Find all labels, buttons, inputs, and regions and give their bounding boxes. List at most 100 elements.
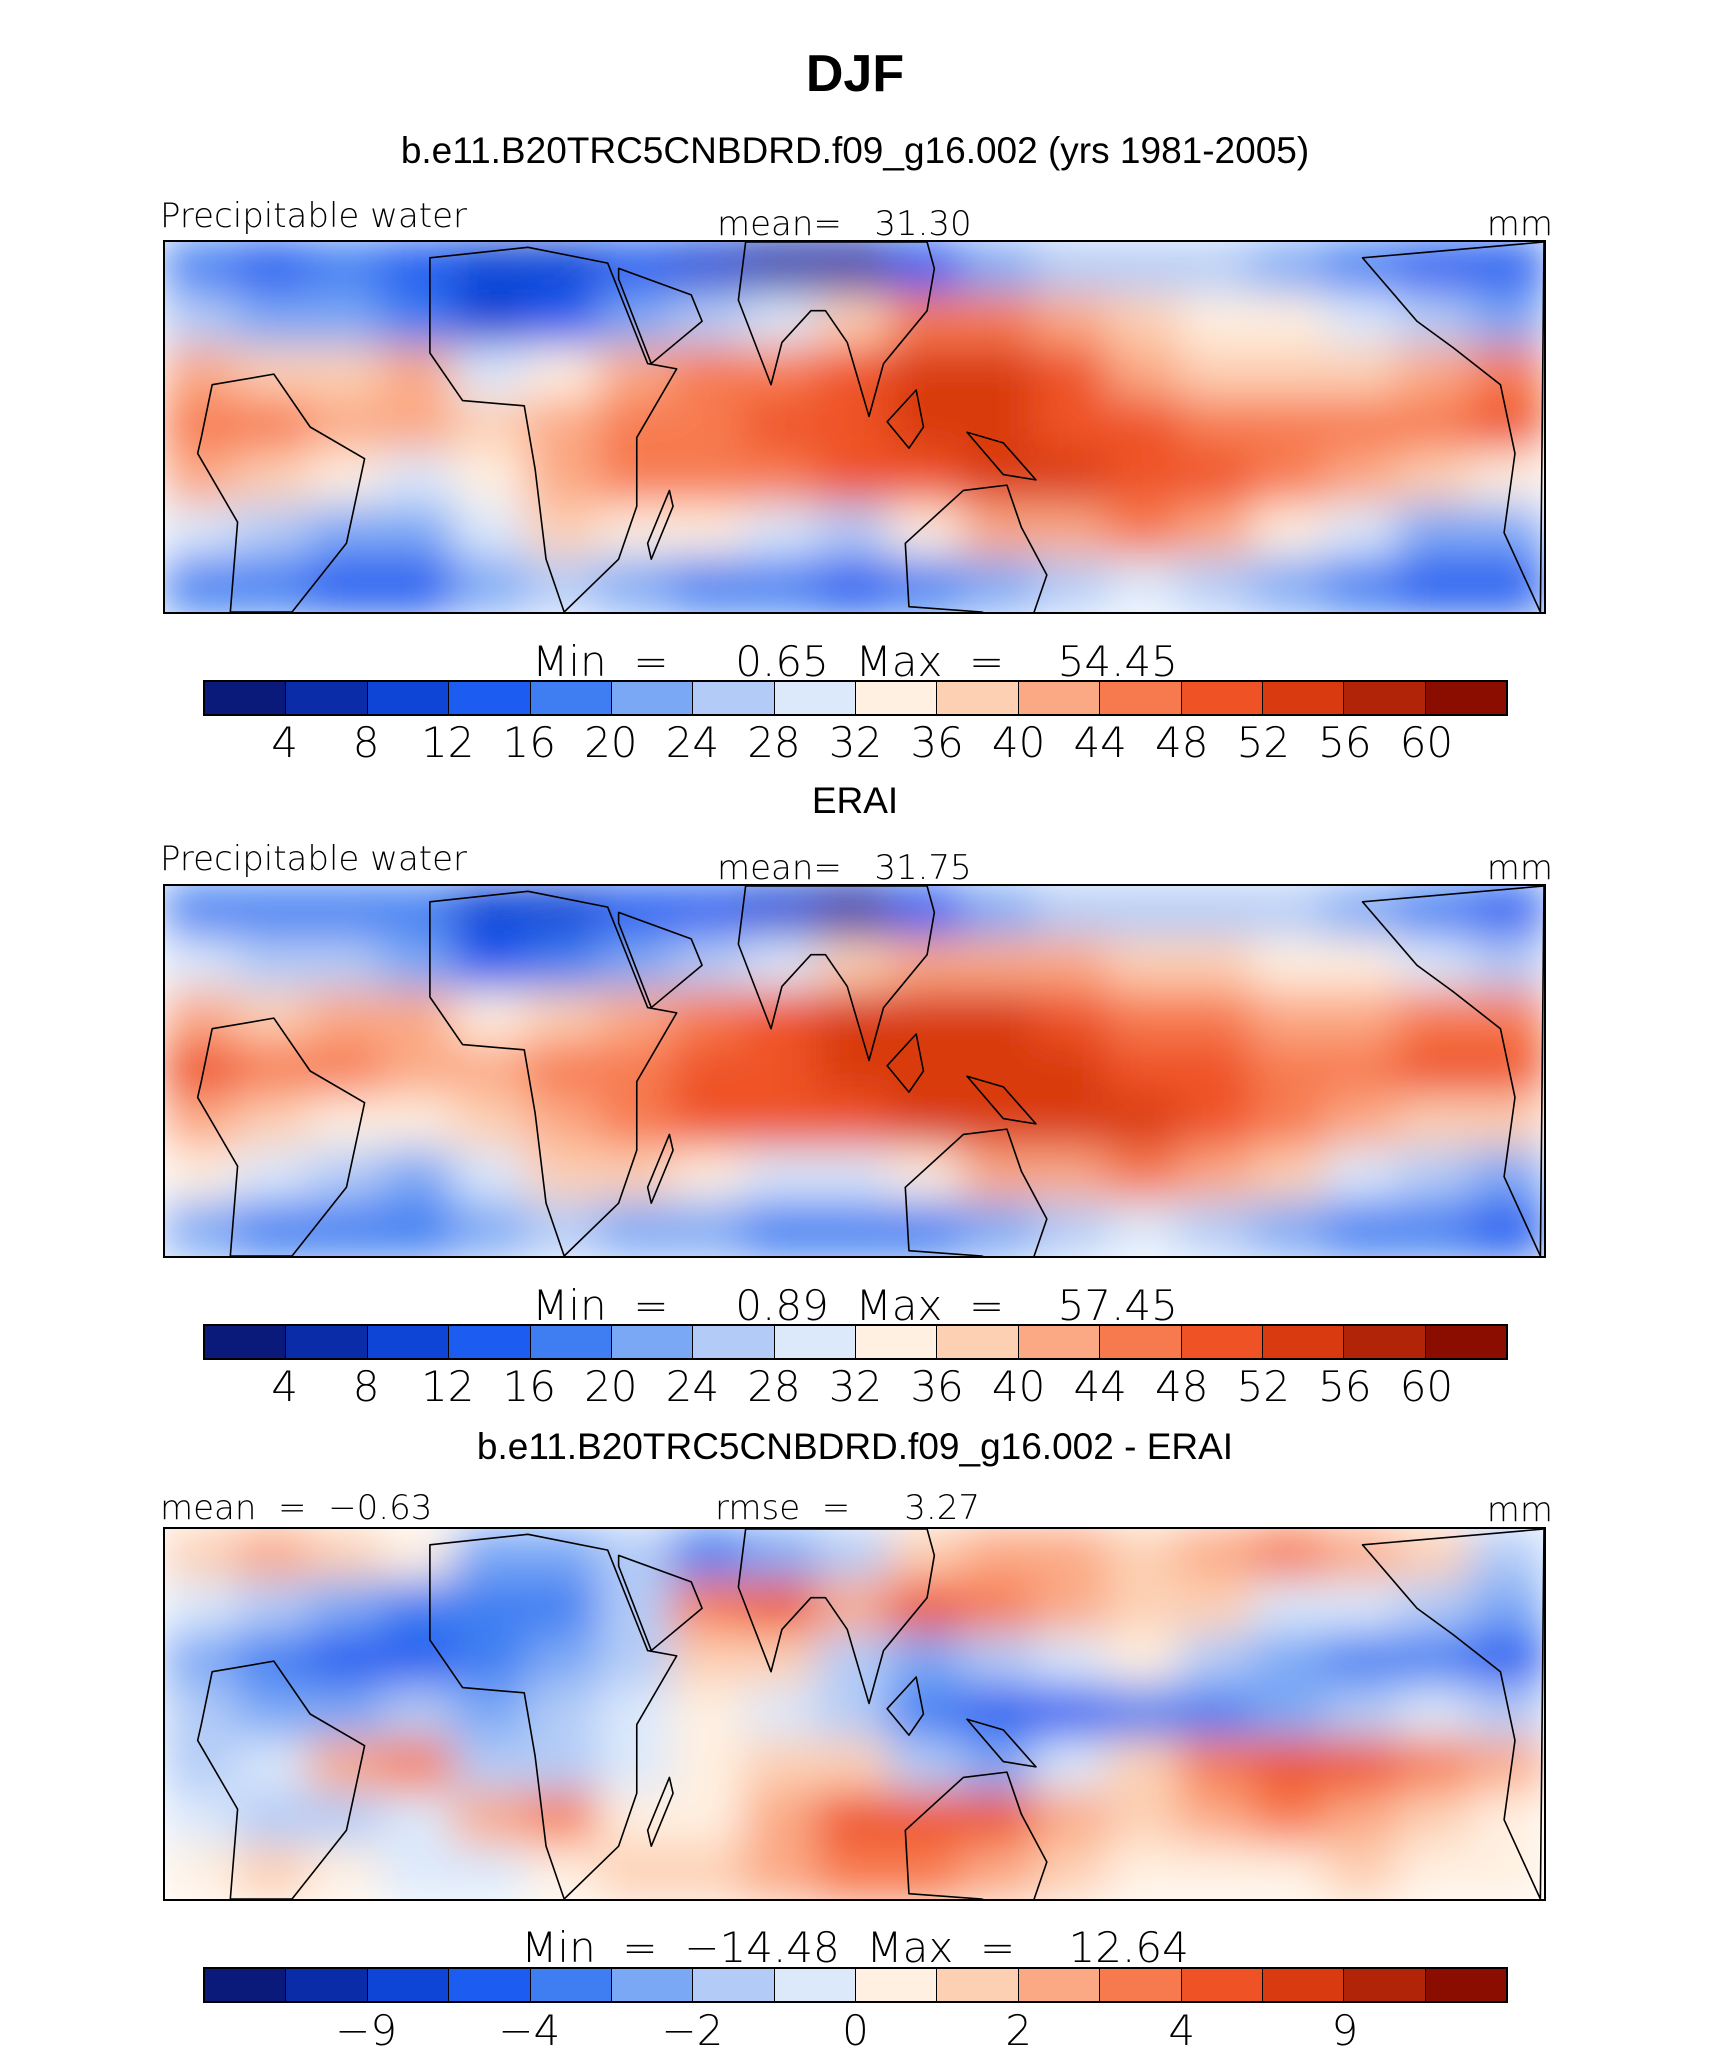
field-cell bbox=[308, 345, 385, 403]
field-cell bbox=[888, 1095, 966, 1153]
panel-3-rmse-label: rmse = 3.27 bbox=[715, 1488, 980, 1528]
colorbar-tick-label: 36 bbox=[910, 1362, 964, 1411]
field-cell bbox=[525, 1095, 603, 1153]
field-cell bbox=[1033, 451, 1111, 509]
colorbar-box-13 bbox=[1181, 682, 1263, 714]
field-cell bbox=[816, 557, 893, 612]
field-cell bbox=[1469, 1632, 1544, 1690]
field-cell bbox=[743, 292, 821, 350]
field-cell bbox=[1033, 936, 1111, 994]
field-cell bbox=[1179, 886, 1256, 941]
field-cell bbox=[525, 1201, 603, 1256]
field-cell bbox=[1106, 398, 1184, 456]
field-cell bbox=[1179, 504, 1256, 562]
field-cell bbox=[1106, 504, 1184, 562]
field-cell bbox=[961, 345, 1038, 403]
field-cell bbox=[671, 504, 748, 562]
field-cell bbox=[235, 292, 313, 350]
field-cell bbox=[1396, 1791, 1474, 1849]
colorbar-box-9 bbox=[856, 1326, 938, 1358]
field-cell bbox=[1179, 1095, 1256, 1153]
field-cell bbox=[453, 1579, 530, 1637]
field-cell bbox=[1106, 1148, 1184, 1206]
coastline bbox=[886, 389, 925, 449]
field-cell bbox=[453, 451, 530, 509]
field-cell bbox=[380, 1791, 458, 1849]
field-cell bbox=[308, 1042, 385, 1100]
field-cell bbox=[1033, 886, 1111, 941]
panel-2-colorbar bbox=[203, 1324, 1508, 1360]
colorbar-tick-label: 40 bbox=[991, 1362, 1046, 1411]
colorbar-box-3 bbox=[367, 1326, 450, 1358]
field-cell bbox=[671, 1738, 748, 1796]
field-cell bbox=[525, 292, 603, 350]
field-cell bbox=[743, 1148, 821, 1206]
field-cell bbox=[453, 1148, 530, 1206]
field-cell bbox=[380, 1042, 458, 1100]
coastline bbox=[1361, 242, 1544, 612]
field-cell bbox=[816, 1095, 893, 1153]
field-cell bbox=[1324, 1095, 1401, 1153]
colorbar-box-9 bbox=[856, 682, 938, 714]
panel-3-units-label: mm bbox=[1486, 1490, 1553, 1530]
field-cell bbox=[1106, 1844, 1184, 1899]
figure-title: DJF bbox=[805, 45, 905, 103]
field-cell bbox=[888, 886, 966, 941]
field-cell bbox=[1396, 1529, 1474, 1584]
field-cell bbox=[816, 936, 893, 994]
field-cell bbox=[671, 1201, 748, 1256]
panel-1-variable-label: Precipitable water bbox=[160, 196, 468, 236]
field-cell bbox=[453, 1201, 530, 1256]
panel-2-min-max: Min = 0.89 Max = 57.45 bbox=[532, 1281, 1178, 1330]
field-cell bbox=[1179, 1738, 1256, 1796]
field-cell bbox=[888, 557, 966, 612]
colorbar-tick-label: 52 bbox=[1236, 718, 1291, 767]
field-cell bbox=[816, 504, 893, 562]
field-cell bbox=[961, 1791, 1038, 1849]
field-cell bbox=[1179, 345, 1256, 403]
coastline bbox=[737, 242, 936, 418]
field-cell bbox=[308, 936, 385, 994]
field-cell bbox=[1033, 398, 1111, 456]
field-cell bbox=[888, 1632, 966, 1690]
field-cell bbox=[888, 451, 966, 509]
colorbar-box-13 bbox=[1181, 1969, 1263, 2001]
field-cell bbox=[235, 936, 313, 994]
field-cell bbox=[743, 1738, 821, 1796]
field-cell bbox=[671, 989, 748, 1047]
panel-2-mean-label: mean= 31.75 bbox=[717, 848, 972, 888]
field-cell bbox=[1033, 557, 1111, 612]
colorbar-box-15 bbox=[1344, 1969, 1426, 2001]
field-cell bbox=[1179, 1791, 1256, 1849]
field-cell bbox=[1324, 936, 1401, 994]
field-cell bbox=[671, 1042, 748, 1100]
colorbar-box-3 bbox=[367, 1969, 450, 2001]
field-cell bbox=[525, 242, 603, 297]
field-cell bbox=[1033, 989, 1111, 1047]
colorbar-box-10 bbox=[937, 682, 1019, 714]
field-cell bbox=[1033, 242, 1111, 297]
field-cell bbox=[1324, 292, 1401, 350]
field-cell bbox=[1251, 1791, 1329, 1849]
colorbar-box-12 bbox=[1100, 1969, 1182, 2001]
field-cell bbox=[1033, 1095, 1111, 1153]
colorbar-box-11 bbox=[1018, 1969, 1101, 2001]
field-cell bbox=[816, 398, 893, 456]
field-cell bbox=[1324, 1201, 1401, 1256]
field-cell bbox=[1469, 1738, 1544, 1796]
field-cell bbox=[598, 504, 676, 562]
field-cell bbox=[816, 451, 893, 509]
field-cell bbox=[1396, 1844, 1474, 1899]
field-cell bbox=[671, 1844, 748, 1899]
field-cell bbox=[743, 242, 821, 297]
field-cell bbox=[525, 504, 603, 562]
colorbar-box-10 bbox=[937, 1969, 1019, 2001]
field-cell bbox=[1033, 1529, 1111, 1584]
field-cell bbox=[888, 1579, 966, 1637]
colorbar-tick-label: 20 bbox=[584, 1362, 638, 1411]
colorbar-tick-label: 44 bbox=[1073, 718, 1127, 767]
field-cell bbox=[888, 1738, 966, 1796]
field-cell bbox=[743, 345, 821, 403]
coastline bbox=[429, 1533, 678, 1899]
field-cell bbox=[308, 1095, 385, 1153]
